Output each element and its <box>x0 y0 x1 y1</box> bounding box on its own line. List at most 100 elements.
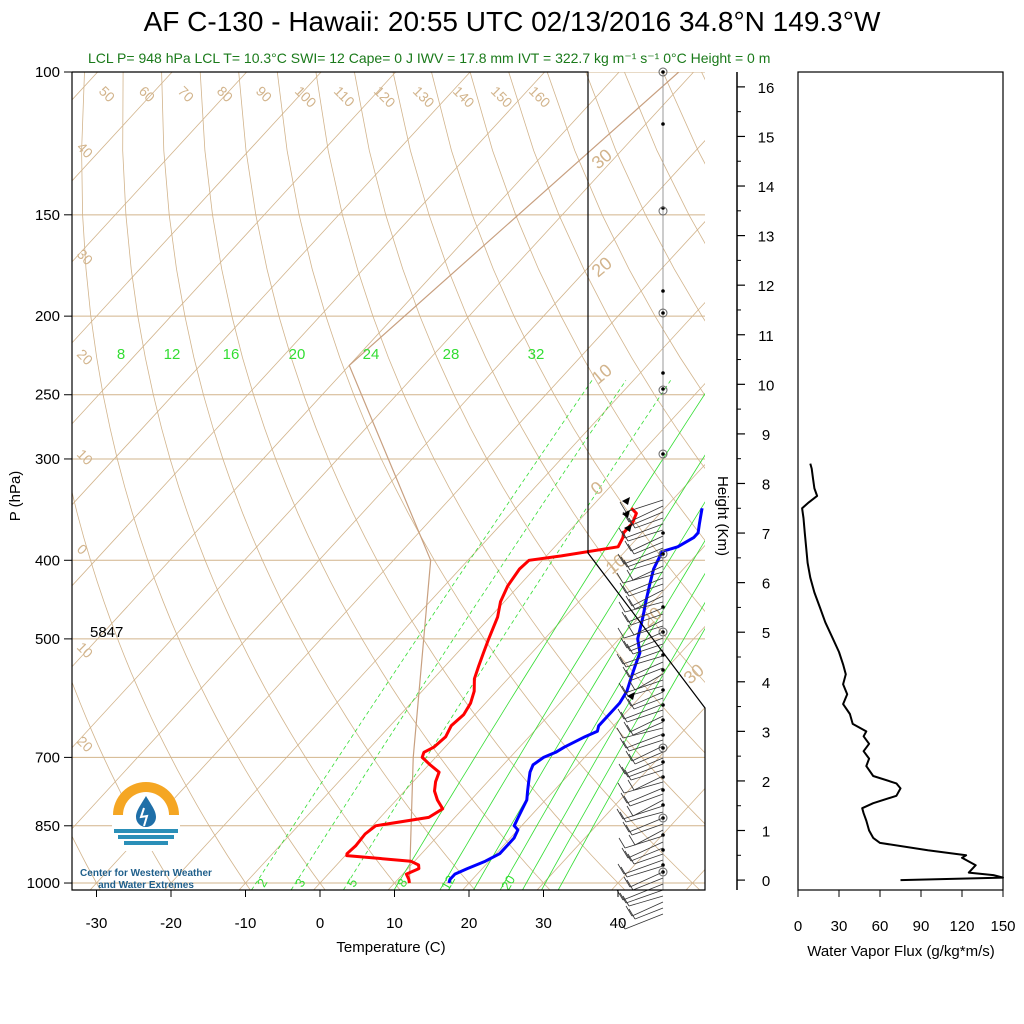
isotherm-line <box>72 72 247 263</box>
x-tick-label: -30 <box>86 915 108 932</box>
dry-adiabat-line <box>72 490 251 890</box>
wind-barb <box>630 691 664 707</box>
dry-adiabat-line <box>72 835 101 890</box>
wind-barb-feather <box>624 850 632 862</box>
dry-adiabat-line <box>122 72 401 890</box>
isotherm-label-left: 30 <box>74 246 96 268</box>
chart-subtitle: LCL P= 948 hPa LCL T= 10.3°C SWI= 12 Cap… <box>88 50 771 66</box>
wind-barb <box>624 757 664 775</box>
isotherm-label: 140 <box>450 83 478 111</box>
barb-point <box>661 788 665 792</box>
wind-barb <box>631 667 664 681</box>
isotherm-label: 150 <box>488 83 516 111</box>
flux-profile-line <box>801 463 1004 882</box>
mixing-ratio-label-bottom: 2 <box>254 876 271 890</box>
mixing-ratio-line <box>393 393 705 890</box>
height-tick-label: 9 <box>762 427 770 444</box>
wind-barb <box>634 907 664 920</box>
wind-barb <box>632 565 664 581</box>
y-tick-label: 300 <box>35 451 60 468</box>
dry-adiabat-line <box>199 72 551 890</box>
flux-x-tick-label: 0 <box>794 918 802 935</box>
y-tick-label: 250 <box>35 387 60 404</box>
wind-barb <box>623 859 664 875</box>
wind-barb-feather <box>627 543 635 555</box>
x-tick-label: 0 <box>316 915 324 932</box>
flux-x-tick-label: 60 <box>872 918 889 935</box>
wind-barb <box>626 631 664 649</box>
wind-barb-feather <box>616 572 624 584</box>
isotherm-line <box>89 221 705 890</box>
isotherm-label-left: 10 <box>74 446 96 468</box>
barb-circle <box>658 67 668 77</box>
wind-barb <box>629 559 664 571</box>
barb-point <box>661 760 665 764</box>
barb-point <box>661 733 665 737</box>
wind-barb <box>622 805 664 820</box>
barb-circle <box>658 449 668 459</box>
dry-adiabat-line <box>161 72 476 890</box>
wind-barb <box>630 613 664 626</box>
wind-barb-feather <box>623 640 631 652</box>
wind-barb <box>624 523 664 539</box>
wind-barb <box>627 763 664 778</box>
wind-barb <box>630 769 664 781</box>
wind-barb-feather <box>626 724 634 736</box>
dry-adiabat-line <box>585 72 705 322</box>
x-tick-label: 30 <box>535 915 552 932</box>
wind-barb <box>623 703 664 720</box>
height-tick-label: 13 <box>758 229 775 246</box>
wind-barb-feather <box>621 530 629 542</box>
wind-barb-feather <box>621 766 629 778</box>
chart-title: AF C-130 - Hawaii: 20:55 UTC 02/13/2016 … <box>143 6 881 37</box>
wind-barb-feather <box>625 595 633 607</box>
y-tick-label: 150 <box>35 207 60 224</box>
wind-barb <box>622 571 664 584</box>
barb-point <box>661 371 665 375</box>
wind-barb-feather <box>628 517 636 529</box>
skew-t-frame <box>71 71 706 891</box>
height-tick-label: 0 <box>762 873 770 890</box>
wind-barb-feather <box>619 656 627 668</box>
mixing-ratio-label: 16 <box>223 346 240 363</box>
barb-circle <box>658 549 668 559</box>
barb-circle <box>658 627 668 637</box>
barb-point <box>661 746 665 750</box>
wind-barb <box>634 829 664 846</box>
height-axis-label: Height (Km) <box>714 476 731 556</box>
height-tick-label: 1 <box>762 824 770 841</box>
barb-circle <box>658 867 668 877</box>
wind-barb <box>633 697 664 710</box>
barb-point <box>661 605 665 609</box>
isotherm-label: 70 <box>175 83 197 105</box>
y-tick-label: 850 <box>35 818 60 835</box>
wind-barb-feather <box>626 879 634 891</box>
wind-barb <box>626 709 664 723</box>
mixing-ratio-label: 12 <box>164 346 181 363</box>
barb-point <box>661 531 665 535</box>
barb-point <box>661 122 665 126</box>
height-tick-label: 12 <box>758 278 775 295</box>
y-tick-label: 700 <box>35 749 60 766</box>
wind-barb-feather <box>623 721 631 733</box>
flux-x-tick-label: 120 <box>949 918 974 935</box>
x-axis-label: Temperature (C) <box>336 939 445 956</box>
wind-barb-feather <box>618 918 626 930</box>
barb-point <box>661 387 665 391</box>
y-tick-label: 1000 <box>27 875 60 892</box>
wind-barb <box>634 517 664 529</box>
mixing-ratio-line <box>251 380 593 890</box>
height-tick-label: 3 <box>762 724 770 741</box>
isotherm-label: 160 <box>526 83 554 111</box>
wind-flag <box>627 692 635 700</box>
wind-barb <box>633 541 664 555</box>
wind-barb <box>628 661 664 678</box>
wind-flag <box>622 510 630 518</box>
wind-barb <box>631 823 664 836</box>
wind-barb-feather <box>618 682 626 694</box>
wind-barb <box>625 655 664 668</box>
mixing-ratio-line <box>557 627 705 890</box>
wind-barb <box>624 679 664 694</box>
wind-barb-feather <box>627 624 635 636</box>
skew-t-background: 50 60 70 80 90 100 110 120 130 140 150 160403020100… <box>72 72 705 890</box>
